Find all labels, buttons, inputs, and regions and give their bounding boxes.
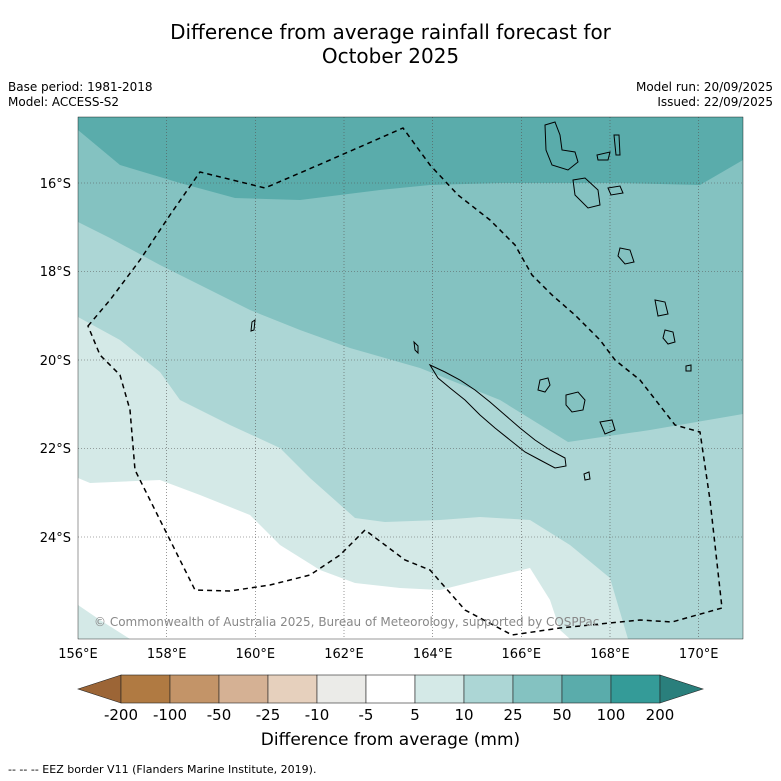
meta-left: Base period: 1981-2018 Model: ACCESS-S2 — [8, 80, 153, 110]
colorbar-title: Difference from average (mm) — [260, 730, 521, 750]
colorbar-swatch-9 — [512, 674, 563, 704]
lon-tick-164: 164°E — [413, 647, 453, 662]
lon-tick-160: 160°E — [236, 647, 276, 662]
vanuatu-erromango — [654, 299, 669, 317]
eez-border — [87, 127, 723, 636]
vanuatu-espiritu-santo — [544, 121, 579, 171]
colorbar-tick: -200 — [104, 706, 138, 724]
lat-tick-22s: 22°S — [40, 442, 71, 457]
colorbar-tick: -100 — [153, 706, 187, 724]
loyalty-island-2 — [565, 391, 586, 413]
lon-tick-166: 166°E — [502, 647, 542, 662]
colorbar-swatch-4 — [267, 674, 318, 704]
island-matthew — [685, 364, 692, 372]
colorbar-tick: 10 — [454, 706, 473, 724]
vanuatu-malekula — [572, 177, 601, 209]
lon-tick-158: 158°E — [147, 647, 187, 662]
colorbar-tick: -50 — [207, 706, 232, 724]
colorbar-swatch-3 — [218, 674, 269, 704]
title-line-1: Difference from average rainfall forecas… — [170, 20, 611, 44]
new-caledonia-outline — [428, 363, 567, 469]
vanuatu-ambrym — [607, 185, 624, 196]
longitude-ticks: 156°E 158°E 160°E 162°E 164°E 166°E 168°… — [58, 647, 718, 662]
colorbar-tick: -10 — [305, 706, 330, 724]
model-run: Model run: 20/09/2025 — [635, 80, 773, 94]
colorbar-tick: -5 — [359, 706, 374, 724]
graticule — [78, 117, 743, 639]
lat-tick-18s: 18°S — [40, 265, 71, 280]
vanuatu-efate — [617, 247, 635, 265]
meta-right: Model run: 20/09/2025 Issued: 22/09/2025 — [636, 80, 773, 110]
map-frame — [77, 116, 744, 640]
lat-tick-24s: 24°S — [40, 531, 71, 546]
colorbar-swatch-1 — [120, 674, 171, 704]
lon-tick-170: 170°E — [679, 647, 719, 662]
colorbar-tick: 5 — [410, 706, 420, 724]
colorbar — [77, 674, 704, 704]
lon-tick-168: 168°E — [590, 647, 630, 662]
loyalty-island-1 — [537, 377, 551, 393]
base-period: Base period: 1981-2018 — [8, 80, 153, 94]
lat-tick-16s: 16°S — [40, 177, 71, 192]
colorbar-swatch-6 — [365, 674, 416, 704]
map-panel: © Commonwealth of Australia 2025, Bureau… — [78, 117, 743, 639]
eez-legend-note: -- -- -- EEZ border V11 (Flanders Marine… — [8, 763, 317, 776]
islet-north-caledonia — [413, 340, 419, 355]
colorbar-tick: 25 — [503, 706, 522, 724]
anomaly-band-neutral — [78, 478, 570, 639]
colorbar-swatch-7 — [414, 674, 465, 704]
colorbar-tick: 200 — [646, 706, 675, 724]
model-name: Model: ACCESS-S2 — [8, 95, 120, 109]
vanuatu-ambae — [596, 151, 611, 161]
colorbar-tick: -25 — [256, 706, 281, 724]
latitude-ticks: 16°S 18°S 20°S 22°S 24°S — [40, 177, 71, 546]
title: Difference from average rainfall forecas… — [0, 20, 781, 68]
coastlines — [250, 121, 692, 481]
lon-tick-162: 162°E — [324, 647, 364, 662]
title-line-2: October 2025 — [321, 44, 460, 68]
issued-date: Issued: 22/09/2025 — [657, 95, 773, 109]
colorbar-swatch-10 — [561, 674, 612, 704]
copyright-notice: © Commonwealth of Australia 2025, Bureau… — [94, 615, 599, 629]
colorbar-tick-labels: -200 -100 -50 -25 -10 -5 5 10 25 50 100 … — [104, 706, 674, 724]
anomaly-band-5-10-corner — [78, 605, 130, 639]
loyalty-island-3 — [599, 419, 616, 435]
lon-tick-156: 156°E — [58, 647, 98, 662]
colorbar-swatch-8 — [463, 674, 514, 704]
colorbar-swatch-5 — [316, 674, 367, 704]
lat-tick-20s: 20°S — [40, 354, 71, 369]
colorbar-swatch-2 — [169, 674, 220, 704]
colorbar-extend-high — [659, 674, 704, 704]
vanuatu-pentecost — [613, 134, 621, 156]
colorbar-swatch-11 — [610, 674, 661, 704]
island-southeast — [583, 471, 591, 481]
chesterfield-reef — [250, 318, 256, 332]
colorbar-tick: 100 — [597, 706, 626, 724]
colorbar-tick: 50 — [552, 706, 571, 724]
vanuatu-tanna — [662, 329, 676, 345]
colorbar-extend-low — [77, 674, 122, 704]
